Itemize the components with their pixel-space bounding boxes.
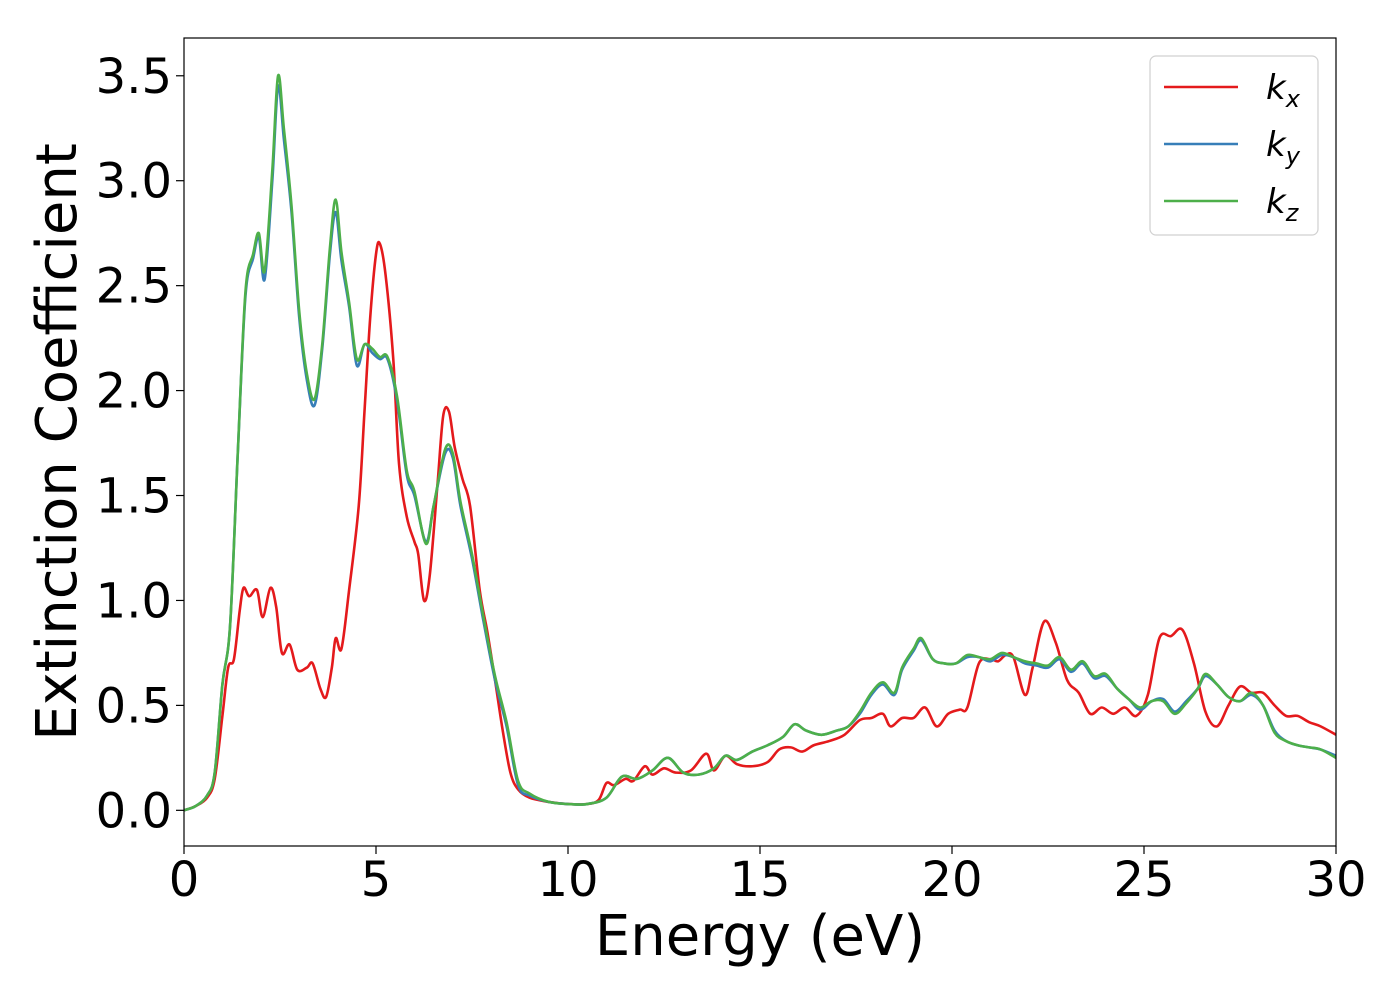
x-tick-label: 5 (361, 852, 392, 908)
x-tick-label: 25 (1113, 852, 1174, 908)
y-axis: 0.0 0.5 1.0 1.5 2.0 2.5 3.0 3.5 (96, 49, 184, 839)
y-tick-label: 2.5 (96, 259, 172, 315)
x-tick-label: 10 (537, 852, 598, 908)
x-tick-label: 0 (169, 852, 200, 908)
legend-box (1149, 55, 1319, 236)
y-tick-label: 3.0 (96, 154, 172, 210)
y-tick-label: 1.0 (96, 573, 172, 629)
y-tick-label: 1.5 (96, 469, 172, 525)
y-tick-label: 3.5 (96, 49, 172, 105)
plot-area (184, 38, 1336, 846)
legend: kx ky kz (1149, 55, 1319, 236)
series-line-k-z (184, 73, 1336, 812)
y-tick-label: 0.0 (96, 783, 172, 839)
legend-label-k-y: ky (1266, 125, 1301, 170)
x-tick-label: 30 (1305, 852, 1366, 908)
series-layer (184, 73, 1336, 812)
x-tick-label: 15 (729, 852, 790, 908)
x-axis-title: Energy (eV) (595, 904, 925, 969)
x-tick-label: 20 (921, 852, 982, 908)
legend-label-k-x: kx (1266, 68, 1301, 113)
legend-label-k-z: kz (1266, 182, 1300, 227)
y-tick-label: 0.5 (96, 678, 172, 734)
series-line-k-x (184, 240, 1336, 812)
y-axis-title: Extinction Coefficient (25, 143, 90, 741)
y-tick-label: 2.0 (96, 364, 172, 420)
x-axis: 0 5 10 15 20 25 30 (169, 846, 1367, 908)
